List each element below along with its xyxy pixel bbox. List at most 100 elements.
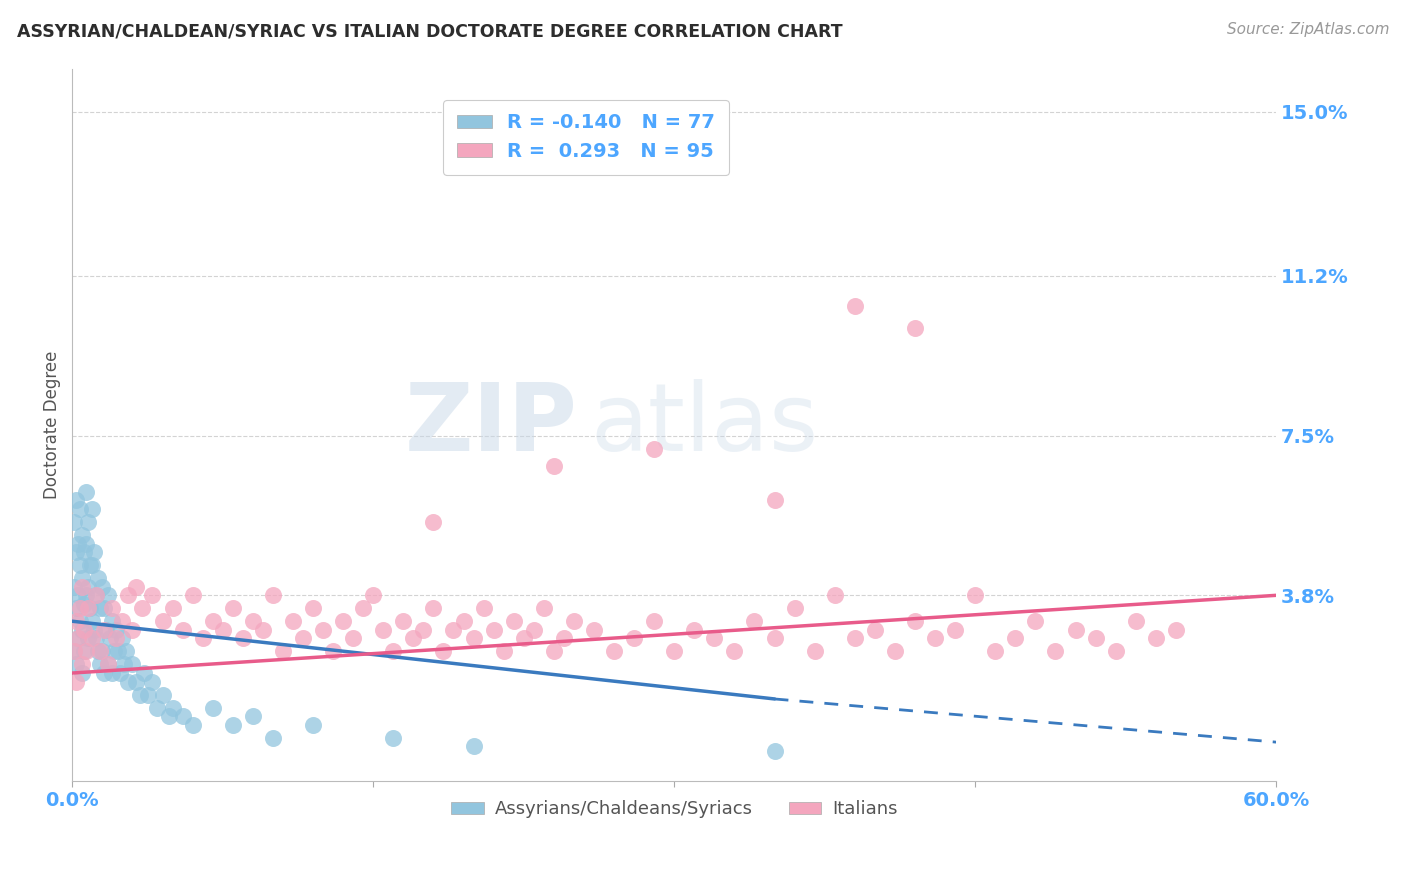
Point [1024,614,1046,628]
Point [65,545,87,559]
Point [181,718,204,732]
Point [101,666,124,681]
Point [543,458,565,473]
Point [97,657,120,672]
Point [643,442,665,456]
Point [77,515,100,529]
Legend: Assyrians/Chaldeans/Syriacs, Italians: Assyrians/Chaldeans/Syriacs, Italians [444,793,904,825]
Point [312,623,335,637]
Point [83,623,105,637]
Point [69,614,91,628]
Point [65,601,87,615]
Point [131,601,153,615]
Point [943,623,966,637]
Point [141,674,163,689]
Point [152,614,174,628]
Point [603,644,626,658]
Point [172,709,194,723]
Point [392,614,415,628]
Point [292,632,315,646]
Point [1064,623,1087,637]
Point [67,632,90,646]
Point [73,623,96,637]
Point [924,632,946,646]
Point [107,644,129,658]
Point [201,614,224,628]
Point [91,580,114,594]
Point [683,623,706,637]
Point [125,674,148,689]
Point [83,545,105,559]
Point [87,644,110,658]
Point [523,623,546,637]
Point [402,632,425,646]
Point [117,674,139,689]
Point [222,718,245,732]
Point [82,614,104,628]
Point [824,588,846,602]
Point [121,657,143,672]
Point [67,588,90,602]
Point [412,623,434,637]
Point [141,588,163,602]
Point [93,623,115,637]
Point [1004,632,1026,646]
Point [172,623,194,637]
Point [803,644,825,658]
Point [72,623,94,637]
Point [69,502,91,516]
Point [422,601,444,615]
Point [432,644,454,658]
Point [93,601,115,615]
Point [93,666,115,681]
Text: atlas: atlas [591,379,818,471]
Point [96,623,118,637]
Point [373,623,395,637]
Point [84,632,107,646]
Y-axis label: Doctorate Degree: Doctorate Degree [44,351,60,499]
Point [65,657,87,672]
Point [703,156,725,170]
Point [77,580,100,594]
Point [232,632,254,646]
Point [1045,644,1067,658]
Point [73,597,96,611]
Point [582,623,605,637]
Point [73,644,96,658]
Point [134,666,156,681]
Point [129,688,152,702]
Point [77,601,100,615]
Point [302,601,325,615]
Point [703,632,725,646]
Point [361,588,384,602]
Point [783,601,806,615]
Point [87,571,110,585]
Point [157,709,180,723]
Point [138,688,160,702]
Point [82,558,104,573]
Point [152,688,174,702]
Point [75,644,97,658]
Point [984,644,1007,658]
Point [105,632,128,646]
Point [763,493,786,508]
Point [463,739,485,754]
Point [77,632,100,646]
Point [98,632,121,646]
Point [117,588,139,602]
Point [101,601,124,615]
Point [352,601,374,615]
Point [844,299,866,313]
Point [844,632,866,646]
Point [1125,614,1147,628]
Point [262,588,284,602]
Point [453,614,475,628]
Point [422,515,444,529]
Point [72,528,94,542]
Point [65,674,87,689]
Point [72,657,94,672]
Point [904,614,927,628]
Point [105,623,128,637]
Point [281,614,304,628]
Point [72,666,94,681]
